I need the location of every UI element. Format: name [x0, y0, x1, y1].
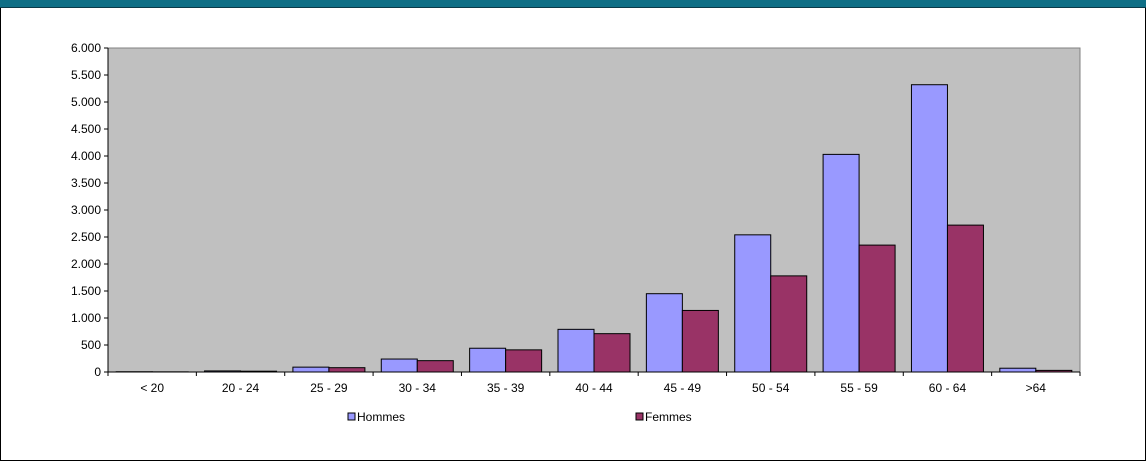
y-tick-label: 1.000 — [71, 311, 101, 325]
bar-femmes-7 — [770, 275, 808, 373]
y-tick-label: 4.000 — [71, 149, 101, 163]
bar-hommes-10 — [999, 367, 1037, 373]
y-tick-label: 2.000 — [71, 257, 101, 271]
bar-femmes-3 — [416, 360, 454, 373]
y-tick-label: 2.500 — [71, 230, 101, 244]
bar-femmes-2 — [328, 367, 366, 373]
x-tick-label: 60 - 64 — [929, 381, 967, 395]
bar-hommes-8 — [822, 153, 860, 373]
y-tick-label: 5.000 — [71, 95, 101, 109]
x-tick-label: 55 - 59 — [840, 381, 878, 395]
bar-hommes-4 — [469, 347, 507, 373]
bars — [115, 84, 1073, 373]
x-tick-label: 45 - 49 — [664, 381, 702, 395]
bar-femmes-6 — [681, 309, 719, 373]
x-tick-label: 40 - 44 — [575, 381, 613, 395]
legend-swatch-hommes — [347, 412, 356, 421]
y-tick-label: 3.500 — [71, 176, 101, 190]
x-axis: < 20 20 - 24 25 - 29 30 - 34 35 - 39 40 - 44 4… — [107, 371, 1081, 395]
x-tick-label: 50 - 54 — [752, 381, 790, 395]
y-tick-label: 0 — [94, 365, 101, 379]
bar-femmes-8 — [858, 244, 896, 373]
legend-label-hommes: Hommes — [357, 410, 405, 424]
title-strip — [0, 0, 1146, 8]
y-tick-label: 1.500 — [71, 284, 101, 298]
bar-femmes-1 — [240, 370, 278, 373]
legend-label-femmes: Femmes — [645, 410, 692, 424]
y-tick-label: 5.500 — [71, 68, 101, 82]
legend-swatch-femmes — [635, 412, 644, 421]
bar-hommes-9 — [910, 84, 948, 373]
x-tick-label: 35 - 39 — [487, 381, 525, 395]
legend: Hommes Femmes — [347, 410, 692, 424]
bar-femmes-10 — [1035, 369, 1073, 373]
bar-femmes-5 — [593, 333, 631, 373]
x-tick-label: >64 — [1026, 381, 1047, 395]
y-tick-label: 3.000 — [71, 203, 101, 217]
x-tick-label: < 20 — [140, 381, 164, 395]
y-tick-label: 4.500 — [71, 122, 101, 136]
x-tick-label: 25 - 29 — [310, 381, 348, 395]
bar-hommes-6 — [645, 293, 683, 373]
bar-femmes-4 — [505, 349, 543, 373]
y-tick-label: 500 — [81, 338, 101, 352]
bar-femmes-9 — [946, 224, 984, 373]
bar-hommes-1 — [204, 370, 242, 373]
bar-hommes-5 — [557, 328, 595, 373]
x-tick-label: 20 - 24 — [222, 381, 260, 395]
y-axis: 0 500 1.000 1.500 2.000 2.500 3.000 3.500 4.000 4… — [71, 41, 109, 379]
y-tick-label: 6.000 — [71, 41, 101, 55]
x-tick-label: 30 - 34 — [399, 381, 437, 395]
bar-hommes-7 — [734, 234, 772, 373]
bar-hommes-3 — [380, 358, 418, 373]
bar-hommes-2 — [292, 366, 330, 373]
